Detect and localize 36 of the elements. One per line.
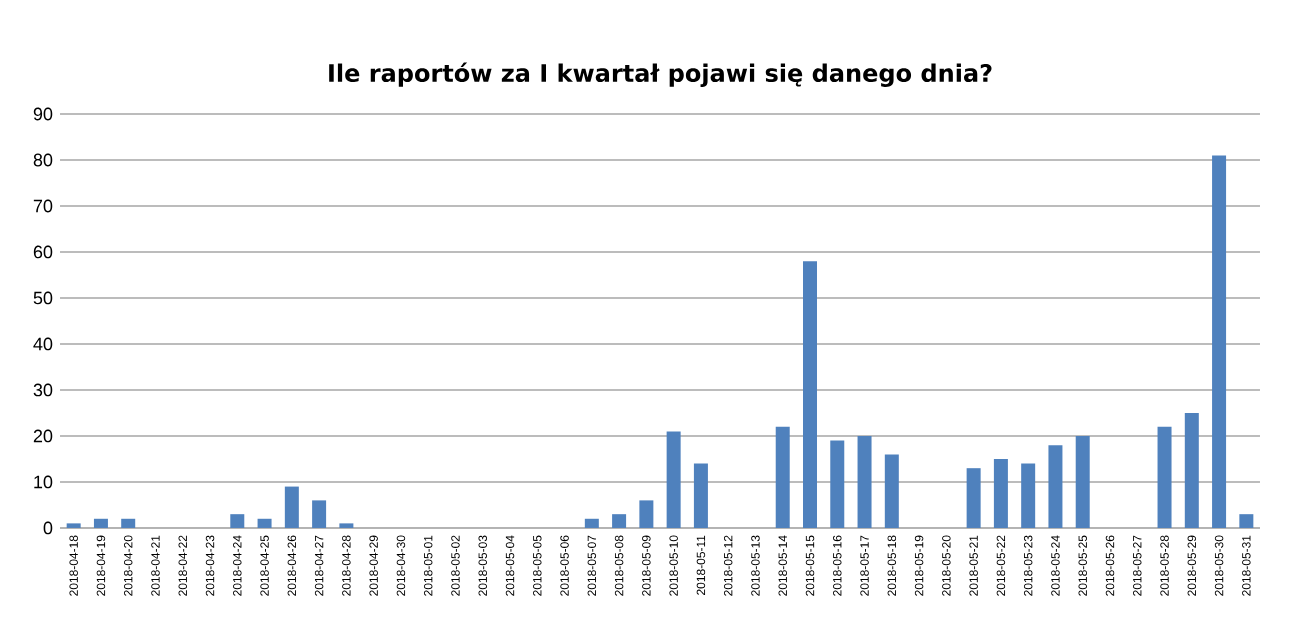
y-tick-label: 40 <box>33 337 53 351</box>
bar <box>884 454 899 528</box>
y-tick-label: 20 <box>33 429 53 443</box>
bar <box>1048 445 1063 528</box>
y-tick-label: 60 <box>33 245 53 259</box>
bar <box>312 500 327 528</box>
bar <box>93 518 108 528</box>
bar <box>121 518 136 528</box>
y-tick-label: 0 <box>43 521 53 535</box>
bar <box>612 514 627 528</box>
bar <box>1239 514 1254 528</box>
bar <box>1075 435 1090 528</box>
y-tick-label: 90 <box>33 107 53 121</box>
bar <box>775 426 790 528</box>
bar <box>584 518 599 528</box>
bar <box>830 440 845 528</box>
bar <box>639 500 654 528</box>
bar <box>230 514 245 528</box>
y-tick-label: 10 <box>34 475 53 489</box>
y-tick-label: 80 <box>33 153 53 167</box>
bar <box>966 468 981 528</box>
bar <box>993 458 1008 528</box>
y-tick-label: 70 <box>33 199 53 213</box>
bar <box>1157 426 1172 528</box>
chart-title: Ile raportów za I kwartał pojawi się danego dnia? <box>329 62 992 87</box>
bar <box>1184 412 1199 528</box>
bar <box>1212 155 1227 528</box>
bar <box>284 486 299 528</box>
bar <box>1021 463 1036 528</box>
y-tick-label: 50 <box>33 291 53 305</box>
bar <box>666 431 681 528</box>
y-tick-label: 30 <box>33 383 53 397</box>
bar <box>803 261 817 528</box>
bar <box>257 518 272 528</box>
bar <box>693 463 708 528</box>
bar <box>857 435 872 528</box>
